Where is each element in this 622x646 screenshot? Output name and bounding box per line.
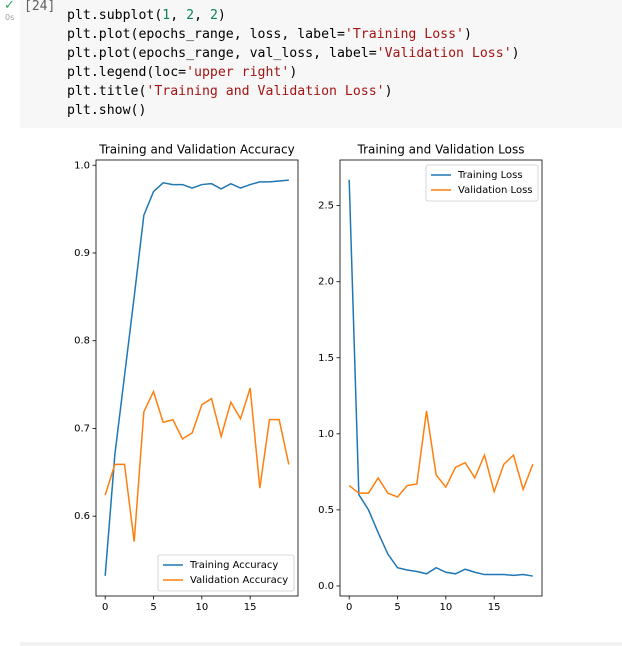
- y-tick-label: 1.0: [74, 160, 90, 171]
- code-line: plt.legend(loc='upper right'): [67, 65, 298, 80]
- code-line: plt.plot(epochs_range, loss, label='Trai…: [67, 27, 472, 42]
- y-tick-label: 0.6: [74, 511, 90, 522]
- code-cell[interactable]: [20, 0, 622, 128]
- x-tick-label: 5: [150, 602, 156, 613]
- execution-count: [24]: [24, 0, 56, 14]
- chart-title: Training and Validation Loss: [357, 143, 525, 157]
- data-line: [104, 179, 289, 576]
- y-tick-label: 0.5: [318, 505, 334, 516]
- legend-label: Validation Loss: [458, 185, 533, 196]
- y-tick-label: 2.5: [318, 201, 334, 212]
- chart-title: Training and Validation Accuracy: [98, 143, 294, 157]
- x-tick-label: 10: [439, 602, 452, 613]
- legend-label: Training Loss: [457, 170, 523, 181]
- cell-separator: [20, 642, 622, 646]
- plot-frame: [339, 159, 543, 597]
- status-icon: ✓: [4, 0, 15, 13]
- code-line: plt.show(): [67, 103, 147, 118]
- y-tick-label: 0.9: [74, 248, 90, 259]
- plot-frame: [95, 159, 299, 597]
- y-tick-label: 2.0: [318, 277, 334, 288]
- data-line: [104, 387, 290, 542]
- code-line: plt.subplot(1, 2, 2): [67, 8, 226, 23]
- x-tick-label: 15: [488, 602, 501, 613]
- legend-frame: [157, 554, 295, 592]
- legend: Training Accuracy Validation Accuracy: [157, 554, 295, 592]
- x-tick-label: 15: [244, 602, 257, 613]
- x-tick-label: 0: [346, 602, 352, 613]
- y-tick-label: 0.0: [318, 581, 334, 592]
- legend-frame: [425, 164, 539, 202]
- y-tick-label: 0.7: [74, 423, 90, 434]
- x-tick-label: 0: [102, 602, 108, 613]
- legend-label: Training Accuracy: [189, 560, 278, 571]
- x-tick-label: 10: [195, 602, 208, 613]
- legend-label: Validation Accuracy: [190, 575, 288, 586]
- legend: Training Loss Validation Loss: [425, 164, 539, 202]
- code[interactable]: plt.subplot(1, 2, 2) plt.plot(epochs_rang…: [67, 6, 520, 120]
- y-tick-label: 0.8: [74, 336, 90, 347]
- x-tick-label: 5: [394, 602, 400, 613]
- code-line: plt.plot(epochs_range, val_loss, label='…: [67, 46, 520, 61]
- y-tick-label: 1.5: [318, 353, 334, 364]
- code-line: plt.title('Training and Validation Loss'…: [67, 84, 393, 99]
- data-line: [348, 179, 533, 577]
- duration: 0s: [5, 13, 15, 22]
- data-line: [348, 410, 534, 498]
- y-tick-label: 1.0: [318, 429, 334, 440]
